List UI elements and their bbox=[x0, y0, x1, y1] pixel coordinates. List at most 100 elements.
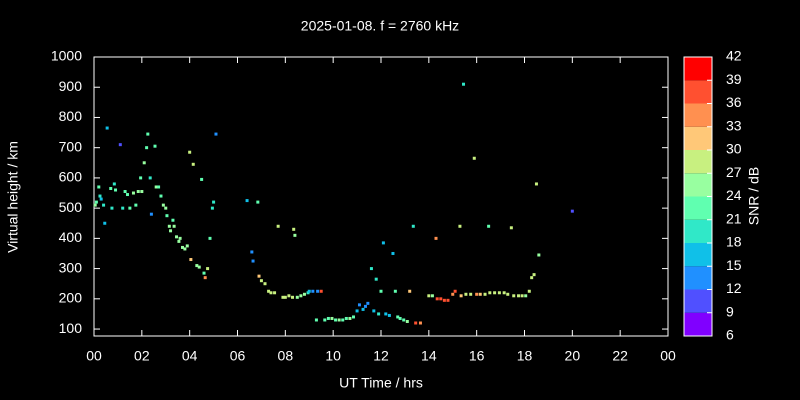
data-point bbox=[171, 218, 175, 222]
colorbar-tick-label: 30 bbox=[726, 141, 742, 157]
data-point bbox=[154, 185, 158, 189]
data-point bbox=[334, 318, 338, 322]
data-point bbox=[458, 224, 462, 228]
colorbar-tick-label: 9 bbox=[726, 303, 734, 319]
data-point bbox=[323, 318, 327, 322]
data-point bbox=[189, 258, 193, 262]
y-tick-label: 300 bbox=[59, 259, 83, 275]
data-point bbox=[250, 250, 254, 254]
data-point bbox=[295, 295, 299, 299]
data-point bbox=[393, 289, 397, 293]
data-point bbox=[302, 292, 306, 296]
data-point bbox=[311, 289, 315, 293]
data-point bbox=[478, 292, 482, 296]
data-point bbox=[293, 233, 297, 237]
data-point bbox=[381, 241, 385, 245]
data-point bbox=[316, 289, 320, 293]
data-point bbox=[203, 276, 207, 280]
data-point bbox=[351, 315, 355, 319]
colorbar-tick-label: 24 bbox=[726, 187, 742, 203]
y-tick-label: 1000 bbox=[51, 48, 82, 64]
data-point bbox=[469, 292, 473, 296]
colorbar-bin bbox=[684, 219, 712, 243]
data-point bbox=[532, 273, 536, 277]
data-point bbox=[273, 291, 277, 295]
data-point bbox=[118, 143, 122, 147]
data-point bbox=[121, 206, 125, 210]
data-point bbox=[344, 316, 348, 320]
data-point bbox=[337, 318, 341, 322]
data-point bbox=[396, 315, 400, 319]
colorbar-bin bbox=[684, 266, 712, 290]
data-point bbox=[379, 289, 383, 293]
colorbar-tick-label: 39 bbox=[726, 71, 742, 87]
data-point bbox=[110, 206, 114, 210]
data-point bbox=[131, 191, 135, 195]
data-point bbox=[200, 177, 204, 181]
data-point bbox=[164, 206, 168, 210]
data-point bbox=[366, 301, 370, 305]
data-point bbox=[191, 162, 195, 166]
data-point bbox=[434, 236, 438, 240]
x-tick-label: 02 bbox=[134, 348, 150, 364]
colorbar-tick-label: 15 bbox=[726, 257, 742, 273]
data-point bbox=[140, 190, 144, 194]
data-point bbox=[256, 200, 260, 204]
data-point bbox=[142, 161, 146, 165]
data-point bbox=[251, 259, 255, 263]
data-point bbox=[161, 203, 165, 207]
data-point bbox=[276, 224, 280, 228]
data-point bbox=[214, 132, 218, 136]
data-point bbox=[202, 271, 206, 275]
x-tick-label: 18 bbox=[517, 348, 533, 364]
data-point bbox=[430, 294, 434, 298]
data-point bbox=[125, 193, 129, 197]
data-point bbox=[348, 316, 352, 320]
x-tick-label: 06 bbox=[230, 348, 246, 364]
data-point bbox=[112, 182, 116, 186]
colorbar-bin bbox=[684, 80, 712, 104]
x-tick-label: 12 bbox=[373, 348, 389, 364]
data-point bbox=[172, 224, 176, 228]
data-point bbox=[497, 291, 501, 295]
data-point bbox=[103, 221, 107, 225]
data-point bbox=[102, 203, 106, 207]
data-point bbox=[169, 229, 173, 233]
colorbar-tick-label: 12 bbox=[726, 280, 742, 296]
y-tick-label: 400 bbox=[59, 229, 83, 245]
data-point bbox=[517, 294, 521, 298]
colorbar-bin bbox=[684, 312, 712, 336]
data-point bbox=[357, 303, 361, 307]
y-tick-label: 500 bbox=[59, 199, 83, 215]
data-point bbox=[512, 294, 516, 298]
data-point bbox=[287, 294, 291, 298]
data-point bbox=[257, 274, 261, 278]
data-point bbox=[159, 194, 163, 198]
data-point bbox=[363, 304, 367, 308]
data-point bbox=[446, 298, 450, 302]
x-tick-label: 20 bbox=[565, 348, 581, 364]
x-tick-label: 22 bbox=[612, 348, 628, 364]
data-point bbox=[269, 291, 273, 295]
colorbar-bin bbox=[684, 103, 712, 127]
data-point bbox=[487, 224, 491, 228]
chart-title: 2025-01-08. f = 2760 kHz bbox=[301, 18, 459, 34]
colorbar-bin bbox=[684, 150, 712, 174]
data-point bbox=[418, 321, 422, 325]
data-point bbox=[167, 224, 171, 228]
data-point bbox=[306, 291, 310, 295]
data-point bbox=[534, 182, 538, 186]
data-point bbox=[459, 294, 463, 298]
data-point bbox=[475, 292, 479, 296]
data-point bbox=[134, 203, 138, 207]
data-point bbox=[464, 292, 468, 296]
data-point bbox=[292, 227, 296, 231]
colorbar-bin bbox=[684, 126, 712, 150]
data-point bbox=[263, 282, 267, 286]
data-point bbox=[123, 190, 127, 194]
data-point bbox=[439, 297, 443, 301]
data-point bbox=[483, 292, 487, 296]
colorbar-bin bbox=[684, 196, 712, 220]
data-point bbox=[149, 212, 153, 216]
x-tick-label: 16 bbox=[469, 348, 485, 364]
